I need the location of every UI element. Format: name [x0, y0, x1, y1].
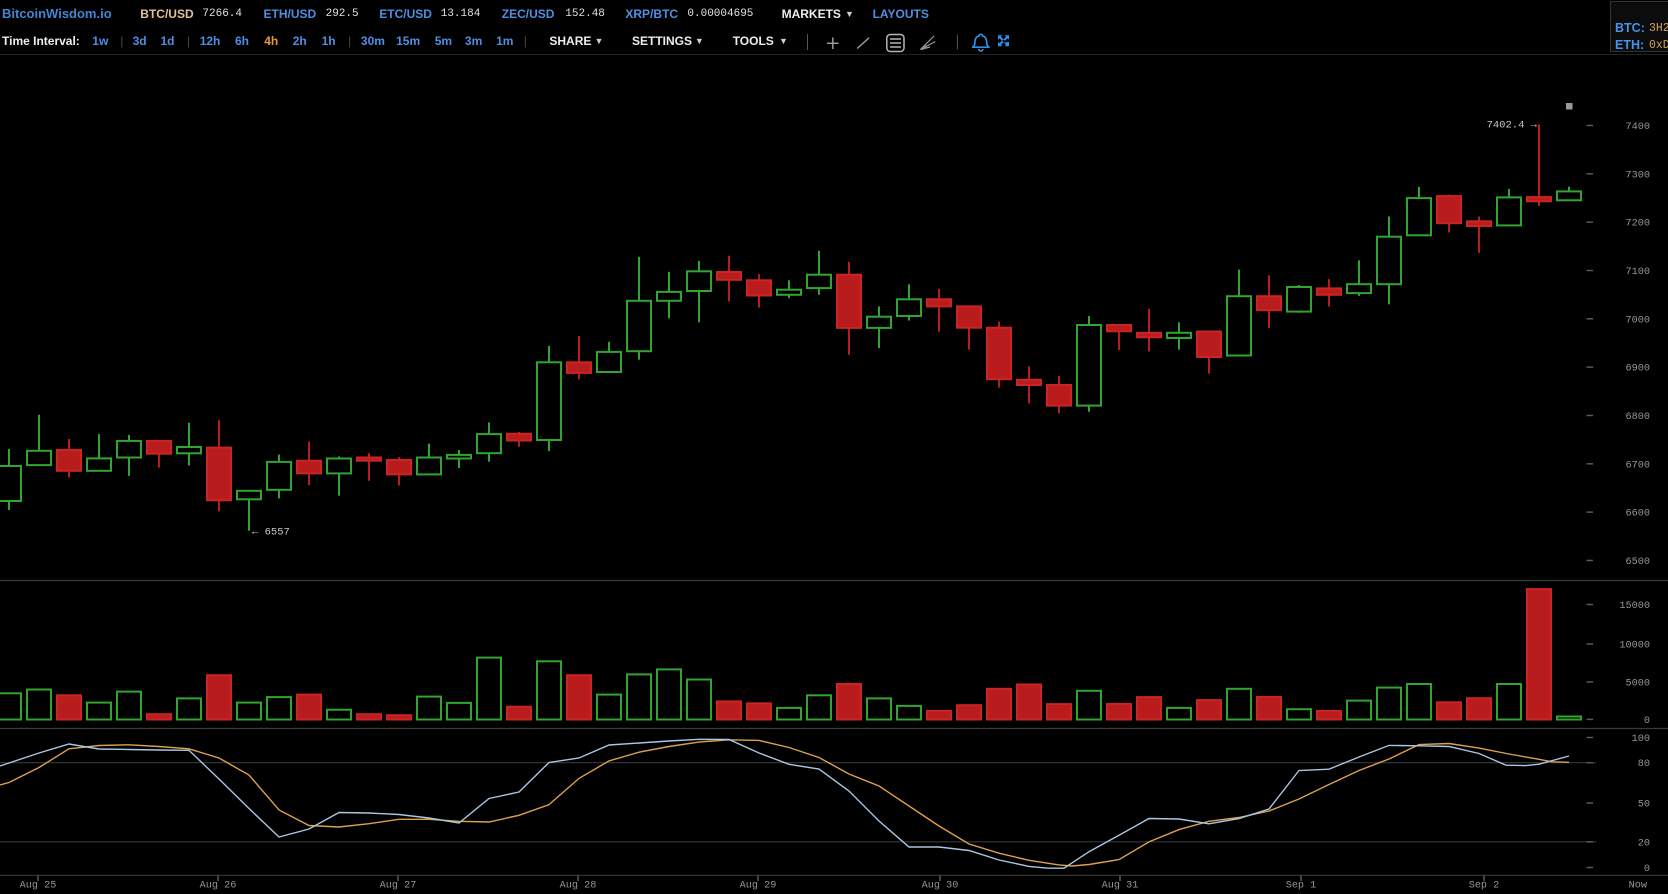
svg-text:Aug 29: Aug 29 [740, 881, 777, 892]
svg-text:Aug 27: Aug 27 [380, 881, 417, 892]
svg-text:7000: 7000 [1626, 315, 1650, 326]
svg-text:Aug 26: Aug 26 [200, 881, 237, 892]
svg-text:100: 100 [1632, 734, 1650, 745]
svg-text:← 6557: ← 6557 [252, 527, 290, 539]
svg-text:6600: 6600 [1626, 509, 1650, 520]
svg-text:5000: 5000 [1626, 679, 1650, 690]
svg-text:Sep 2: Sep 2 [1469, 881, 1500, 892]
svg-text:7400: 7400 [1626, 122, 1650, 133]
svg-text:Aug 31: Aug 31 [1102, 881, 1139, 892]
svg-text:20: 20 [1638, 838, 1650, 849]
svg-text:7402.4 →: 7402.4 → [1487, 120, 1538, 132]
svg-text:Aug 25: Aug 25 [20, 881, 57, 892]
svg-text:6900: 6900 [1626, 364, 1650, 375]
svg-text:6700: 6700 [1626, 460, 1650, 471]
svg-text:10000: 10000 [1619, 641, 1650, 652]
svg-text:Sep 1: Sep 1 [1286, 881, 1317, 892]
svg-text:7100: 7100 [1626, 267, 1650, 278]
svg-text:80: 80 [1638, 759, 1650, 770]
svg-text:Now: Now [1629, 881, 1648, 892]
svg-text:0: 0 [1644, 716, 1650, 727]
svg-text:50: 50 [1638, 800, 1650, 811]
svg-text:0: 0 [1644, 864, 1650, 875]
svg-text:15000: 15000 [1619, 601, 1650, 612]
svg-text:7200: 7200 [1626, 219, 1650, 230]
svg-text:7300: 7300 [1626, 170, 1650, 181]
svg-text:Aug 30: Aug 30 [922, 881, 959, 892]
svg-text:6500: 6500 [1626, 557, 1650, 568]
svg-text:6800: 6800 [1626, 412, 1650, 423]
svg-text:Aug 28: Aug 28 [560, 881, 597, 892]
